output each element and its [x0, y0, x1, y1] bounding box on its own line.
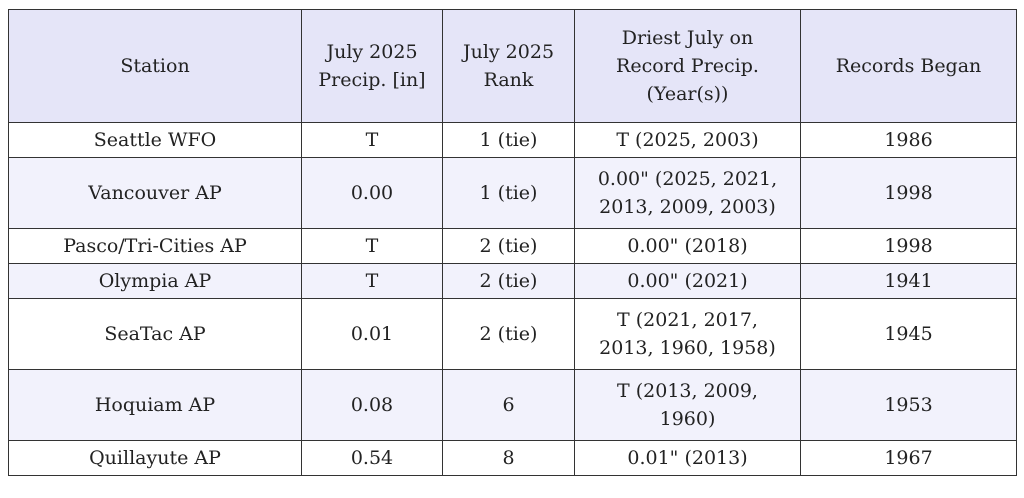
driest-cell: T (2013, 2009, 1960) [574, 369, 801, 441]
header-line: Station [120, 55, 190, 77]
header-records-began: Records Began [800, 9, 1017, 123]
header-july-precip: July 2025 Precip. [in] [301, 9, 443, 123]
precip-cell: 0.08 [301, 369, 443, 441]
precip-cell: 0.54 [301, 440, 443, 476]
station-cell: SeaTac AP [8, 298, 302, 370]
table-row: Pasco/Tri-Cities AP T 2 (tie) 0.00" (201… [8, 228, 1017, 264]
rank-cell: 2 (tie) [442, 228, 575, 264]
header-line: Record Precip. [616, 55, 759, 77]
rank-cell: 1 (tie) [442, 157, 575, 229]
precip-cell: T [301, 263, 443, 299]
driest-line: T (2021, 2017, [617, 309, 758, 331]
table-row: Quillayute AP 0.54 8 0.01" (2013) 1967 [8, 440, 1017, 476]
station-cell: Seattle WFO [8, 122, 302, 158]
station-cell: Pasco/Tri-Cities AP [8, 228, 302, 264]
driest-line: 2013, 2009, 2003) [599, 196, 776, 218]
table-row: Olympia AP T 2 (tie) 0.00" (2021) 1941 [8, 263, 1017, 299]
header-line: Driest July on [621, 27, 754, 49]
header-line: Rank [483, 69, 534, 91]
driest-cell: T (2021, 2017, 2013, 1960, 1958) [574, 298, 801, 370]
rank-cell: 1 (tie) [442, 122, 575, 158]
station-cell: Hoquiam AP [8, 369, 302, 441]
header-row: Station July 2025 Precip. [in] July 2025… [8, 9, 1017, 123]
header-driest-july: Driest July on Record Precip. (Year(s)) [574, 9, 801, 123]
precip-cell: T [301, 228, 443, 264]
driest-line: 1960) [659, 408, 716, 430]
rank-cell: 6 [442, 369, 575, 441]
records-began-cell: 1998 [800, 157, 1017, 229]
precip-cell: 0.00 [301, 157, 443, 229]
driest-cell: 0.00" (2025, 2021, 2013, 2009, 2003) [574, 157, 801, 229]
driest-line: 0.00" (2025, 2021, [597, 168, 778, 190]
records-began-cell: 1967 [800, 440, 1017, 476]
header-line: July 2025 [326, 41, 418, 63]
records-began-cell: 1986 [800, 122, 1017, 158]
table-row: Vancouver AP 0.00 1 (tie) 0.00" (2025, 2… [8, 157, 1017, 229]
driest-cell: 0.01" (2013) [574, 440, 801, 476]
rank-cell: 2 (tie) [442, 263, 575, 299]
table-row: Seattle WFO T 1 (tie) T (2025, 2003) 198… [8, 122, 1017, 158]
driest-line: T (2013, 2009, [617, 380, 758, 402]
driest-line: 2013, 1960, 1958) [599, 337, 776, 359]
driest-line: T (2025, 2003) [616, 129, 759, 151]
station-cell: Vancouver AP [8, 157, 302, 229]
driest-cell: 0.00" (2018) [574, 228, 801, 264]
precip-cell: T [301, 122, 443, 158]
station-cell: Quillayute AP [8, 440, 302, 476]
table-row: SeaTac AP 0.01 2 (tie) T (2021, 2017, 20… [8, 298, 1017, 370]
records-began-cell: 1945 [800, 298, 1017, 370]
station-cell: Olympia AP [8, 263, 302, 299]
driest-line: 0.00" (2018) [627, 235, 748, 257]
records-began-cell: 1953 [800, 369, 1017, 441]
rank-cell: 8 [442, 440, 575, 476]
precipitation-table: Station July 2025 Precip. [in] July 2025… [8, 9, 1017, 476]
driest-cell: T (2025, 2003) [574, 122, 801, 158]
precip-cell: 0.01 [301, 298, 443, 370]
header-july-rank: July 2025 Rank [442, 9, 575, 123]
records-began-cell: 1998 [800, 228, 1017, 264]
header-line: July 2025 [462, 41, 555, 63]
header-line: Precip. [in] [318, 69, 426, 91]
driest-line: 0.01" (2013) [627, 447, 748, 469]
driest-cell: 0.00" (2021) [574, 263, 801, 299]
rank-cell: 2 (tie) [442, 298, 575, 370]
header-station: Station [8, 9, 302, 123]
header-line: (Year(s)) [646, 83, 729, 105]
table-row: Hoquiam AP 0.08 6 T (2013, 2009, 1960) 1… [8, 369, 1017, 441]
records-began-cell: 1941 [800, 263, 1017, 299]
driest-line: 0.00" (2021) [627, 270, 748, 292]
header-line: Records Began [835, 55, 982, 77]
